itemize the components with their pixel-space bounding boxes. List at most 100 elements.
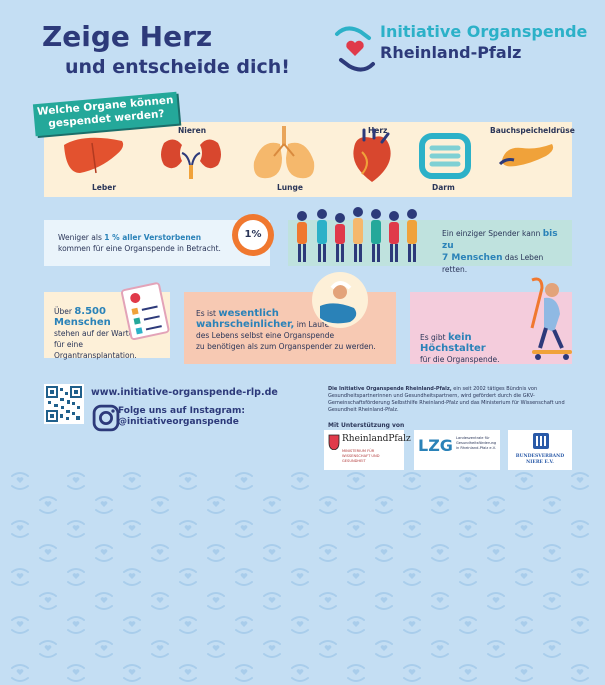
instagram-line1: Folge uns auf Instagram: [118,406,245,416]
pattern-hand-heart-icon [123,568,141,586]
pattern-hand-heart-icon [95,496,113,514]
fact-alter-pre: Es gibt [420,333,446,342]
fact-wahrscheinlich-post2: des Lebens selbst eine Organspende [196,331,335,340]
sponsor-lzg-sub: Landeszentrale für Gesundheitsförderung … [456,436,497,450]
instagram-icon[interactable] [92,404,120,432]
niere-emblem-icon [533,433,549,449]
intestine-icon [419,133,471,179]
pattern-hand-heart-icon [319,592,337,610]
support-label: Mit Unterstützung von [328,422,405,429]
kidneys-icon [161,139,221,179]
fact-wahrscheinlich-post3: zu benötigen als zum Organspender zu wer… [196,342,376,351]
pattern-hand-heart-icon [207,640,225,658]
pattern-hand-heart-icon [67,472,85,490]
pattern-hand-heart-icon [179,472,197,490]
pattern-hand-heart-icon [403,472,421,490]
people-group-illustration [297,207,417,262]
fact-spender-bold1: bis zu [442,229,558,251]
pattern-hand-heart-icon [347,616,365,634]
fact-percent-pre: Weniger als [58,233,102,242]
pattern-hand-heart-icon [123,472,141,490]
imprint-body: ein seit 2002 tätiges Bündnis von Gesund… [328,386,565,413]
pattern-hand-heart-icon [291,520,309,538]
instagram-handle[interactable]: @initiativeorganspende [118,417,239,427]
pattern-hand-heart-icon [459,616,477,634]
pattern-hand-heart-icon [403,568,421,586]
fact-wahrscheinlich-bold2: wahrscheinlicher, [196,319,295,330]
pattern-hand-heart-icon [95,640,113,658]
pattern-hand-heart-icon [263,544,281,562]
pattern-hand-heart-icon [459,664,477,682]
pattern-hand-heart-icon [151,544,169,562]
pattern-hand-heart-icon [459,568,477,586]
pattern-hand-heart-icon [95,592,113,610]
pattern-hand-heart-icon [263,640,281,658]
pattern-hand-heart-icon [515,664,533,682]
pattern-hand-heart-icon [431,640,449,658]
pattern-hand-heart-icon [235,664,253,682]
pattern-hand-heart-icon [291,664,309,682]
patient-illustration [312,272,368,328]
logo-text-region: Rheinland-Pfalz [380,43,522,62]
pattern-hand-heart-icon [375,640,393,658]
pattern-hand-heart-icon [39,496,57,514]
liver-icon [64,137,124,174]
sponsor-niere-name: BUNDESVERBAND NIERE E.V. [515,454,565,465]
pattern-hand-heart-icon [39,544,57,562]
pancreas-icon [498,144,554,167]
organ-label-lunge: Lunge [277,183,303,192]
pattern-hand-heart-icon [571,568,589,586]
pattern-hand-heart-icon [11,472,29,490]
pattern-hand-heart-icon [375,592,393,610]
pattern-hand-heart-icon [235,520,253,538]
fact-warteliste-text: Über 8.500 Menschen stehen auf der Warte… [54,306,166,361]
pattern-hand-heart-icon [571,520,589,538]
pattern-hand-heart-icon [515,520,533,538]
pattern-hand-heart-icon [151,640,169,658]
pattern-hand-heart-icon [571,664,589,682]
pattern-hand-heart-icon [543,544,561,562]
fact-wahrscheinlich-text: Es ist wesentlich wahrscheinlicher, im L… [196,308,376,352]
pattern-hand-heart-icon [151,496,169,514]
one-percent-badge-label: 1% [244,229,262,240]
pattern-hand-heart-icon [347,520,365,538]
waiting-list-clipboard-icon [121,282,170,340]
pattern-hand-heart-icon [375,544,393,562]
fact-alter-bold: kein Höchstalter [420,332,486,354]
pattern-hand-heart-icon [11,616,29,634]
instagram-text: Folge uns auf Instagram: @initiativeorga… [118,406,245,428]
pattern-hand-heart-icon [291,472,309,490]
pattern-hand-heart-icon [67,520,85,538]
pattern-hand-heart-icon [431,592,449,610]
pattern-hand-heart-icon [347,568,365,586]
pattern-hand-heart-icon [39,640,57,658]
pattern-hand-heart-icon [319,640,337,658]
pattern-hand-heart-icon [571,616,589,634]
pattern-hand-heart-icon [39,592,57,610]
pattern-hand-heart-icon [235,568,253,586]
imprint-bold: Die Initiative Organspende Rheinland-Pfa… [328,386,452,392]
pattern-hand-heart-icon [179,568,197,586]
pattern-hand-heart-icon [179,664,197,682]
fact-alter-post: für die Organspende. [420,355,500,364]
page-title: Zeige Herz [42,20,213,53]
pattern-hand-heart-icon [431,496,449,514]
hands-heart-logo-icon [335,26,375,72]
pattern-hand-heart-icon [263,592,281,610]
organ-label-bauchspeicheldruese: Bauchspeicheldrüse [490,126,575,135]
sponsor-rlp-name: RheinlandPfalz [342,434,411,444]
organ-label-nieren: Nieren [178,126,207,135]
sponsor-rlp-sub: MINISTERIUM FÜR WISSENSCHAFT UND GESUNDH… [342,449,380,463]
pattern-hand-heart-icon [11,568,29,586]
qr-code-icon[interactable] [46,386,82,422]
pattern-hand-heart-icon [319,496,337,514]
website-link[interactable]: www.initiative-organspende-rlp.de [91,387,278,398]
fact-percent-text: Weniger als 1 % aller Verstorbenen komme… [58,232,228,254]
pattern-hand-heart-icon [151,592,169,610]
pattern-hand-heart-icon [347,472,365,490]
pattern-hand-heart-icon [291,568,309,586]
pattern-hand-heart-icon [543,496,561,514]
fact-wahrscheinlich-bold1: wesentlich [218,308,279,319]
fact-percent-bold: 1 % aller Verstorbenen [104,233,202,242]
pattern-hand-heart-icon [403,520,421,538]
